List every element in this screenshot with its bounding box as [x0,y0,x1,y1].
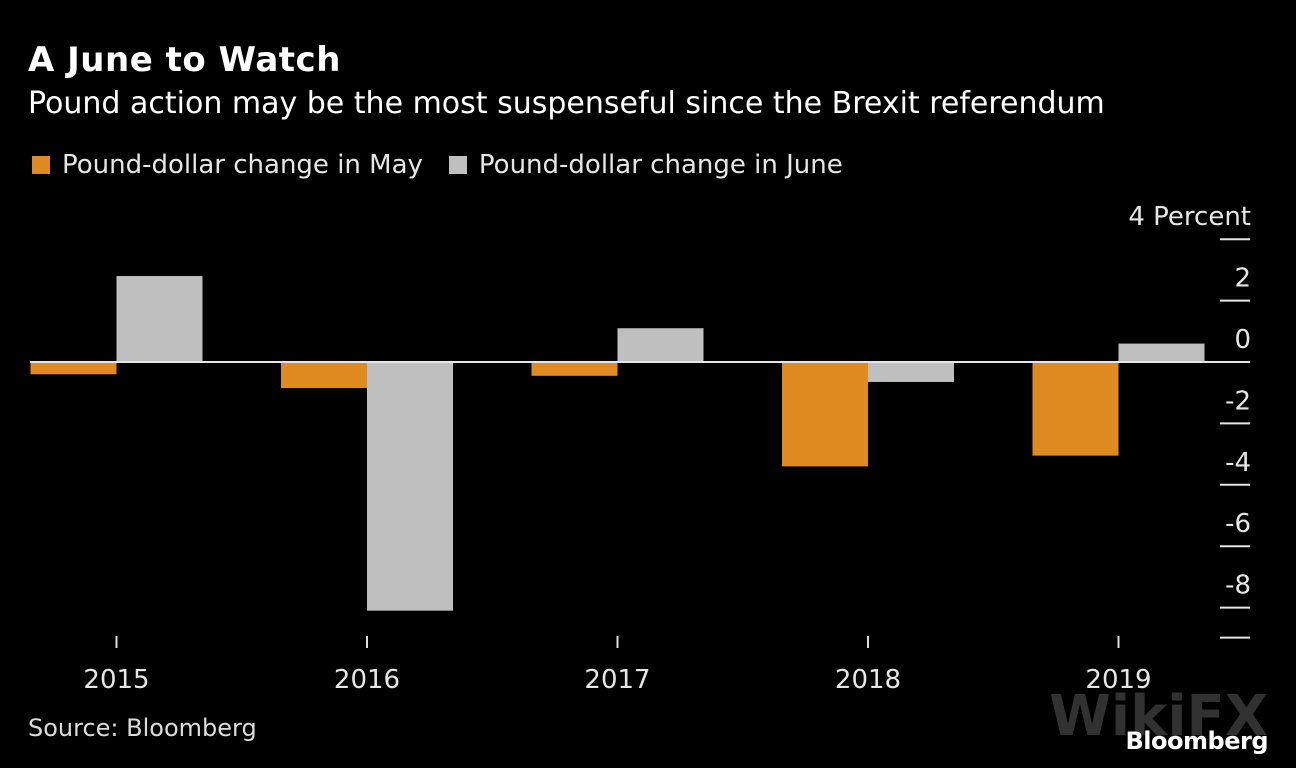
watermark: WikiFX [1049,684,1268,749]
legend-label-june: Pound-dollar change in June [478,150,843,180]
bar-may-2018 [782,362,868,467]
y-tick-label--6: -6 [1225,509,1251,539]
bar-may-2016 [281,362,367,389]
x-tick-label-2018: 2018 [835,665,901,695]
chart-subtitle: Pound action may be the most suspenseful… [28,86,1105,121]
bar-june-2018 [868,362,954,382]
bar-june-2019 [1118,343,1205,362]
legend: Pound-dollar change in May Pound-dollar … [32,150,869,180]
chart-title: A June to Watch [28,40,341,80]
y-tick-label--2: -2 [1225,386,1251,416]
legend-swatch-june [448,156,467,174]
bar-may-2017 [531,362,618,376]
brand-logo: Bloomberg [1125,727,1269,755]
legend-item-may: Pound-dollar change in May [32,150,423,180]
y-tick-label--8: -8 [1225,571,1251,601]
bar-june-2015 [116,276,203,362]
legend-item-june: Pound-dollar change in June [448,150,843,180]
y-tick-label-4: 4 Percent [1128,202,1251,232]
legend-swatch-may [32,156,50,174]
y-tick-label-2: 2 [1234,264,1251,294]
legend-label-may: Pound-dollar change in May [62,150,423,180]
x-tick-label-2017: 2017 [584,665,650,695]
y-tick-label--4: -4 [1225,448,1251,478]
y-tick-label-0: 0 [1234,325,1251,355]
source-note: Source: Bloomberg [28,714,257,742]
x-tick-label-2019: 2019 [1085,665,1151,695]
x-tick-label-2015: 2015 [83,665,149,695]
bar-may-2019 [1032,362,1119,456]
bar-may-2015 [30,362,117,375]
x-tick-label-2016: 2016 [334,665,400,695]
bar-june-2016 [367,362,453,611]
bar-june-2017 [617,328,704,362]
